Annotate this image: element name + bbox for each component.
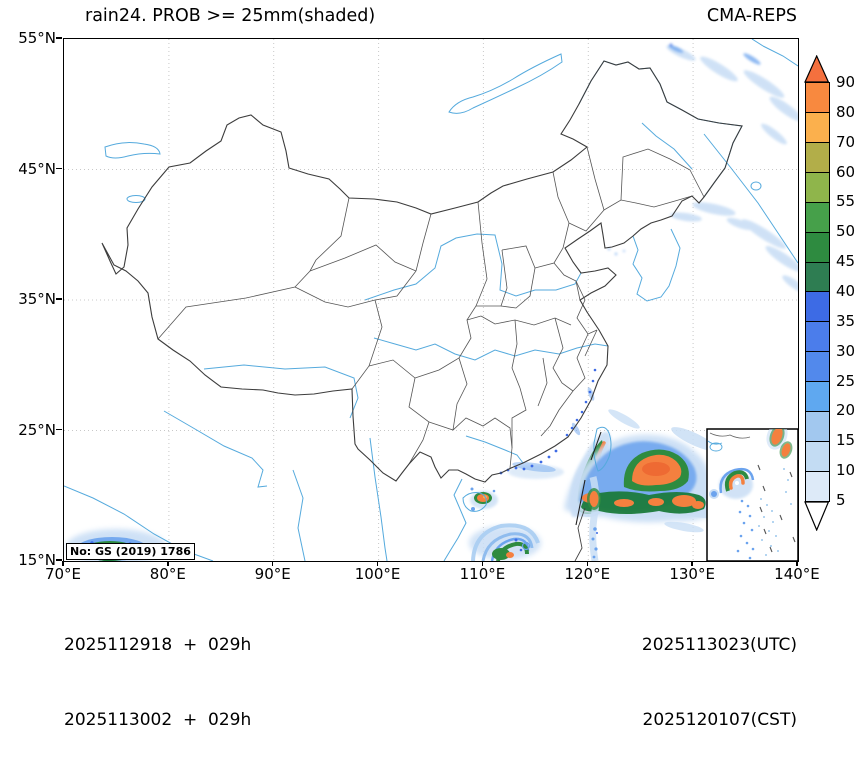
colorbar-level-label: 5 bbox=[836, 490, 846, 509]
y-tick-label: 15°N bbox=[18, 551, 56, 569]
colorbar-level-label: 80 bbox=[836, 102, 856, 121]
y-tick-label: 35°N bbox=[18, 290, 56, 308]
colorbar-level-label: 20 bbox=[836, 401, 856, 420]
license-badge: No: GS (2019) 1786 bbox=[66, 543, 195, 560]
colorbar-segment bbox=[806, 442, 829, 472]
x-tick-label: 80°E bbox=[149, 565, 186, 583]
init-time-line2: 2025113002 + 029h bbox=[64, 710, 252, 730]
x-tick-mark bbox=[376, 561, 379, 566]
colorbar-level-label: 90 bbox=[836, 73, 856, 91]
model-name-label: CMA-REPS bbox=[706, 6, 797, 26]
init-time-line1: 2025112918 + 029h bbox=[64, 635, 252, 655]
colorbar-segment bbox=[806, 142, 829, 173]
china-national-boundary bbox=[101, 60, 743, 483]
colorbar-segment bbox=[806, 471, 829, 501]
colorbar-level-label: 50 bbox=[836, 222, 856, 241]
south-china-sea-inset bbox=[706, 428, 798, 561]
x-tick-mark bbox=[167, 561, 169, 566]
colorbar-level-label: 60 bbox=[836, 162, 856, 181]
colorbar bbox=[805, 82, 830, 502]
x-tick-mark bbox=[796, 561, 798, 566]
colorbar-segment bbox=[806, 112, 829, 143]
colorbar-segment bbox=[806, 262, 829, 293]
y-tick-label: 55°N bbox=[18, 29, 56, 47]
colorbar-segment bbox=[806, 352, 829, 383]
graticule-gridlines bbox=[64, 39, 798, 561]
colorbar-segment bbox=[806, 172, 829, 203]
valid-time-cst: 2025120107(CST) bbox=[642, 710, 797, 730]
y-tick-label: 25°N bbox=[18, 420, 56, 439]
y-tick-mark bbox=[56, 167, 62, 170]
colorbar-over-arrow bbox=[804, 55, 830, 83]
map-plot-area bbox=[63, 38, 799, 562]
colorbar-segment bbox=[806, 412, 829, 443]
x-tick-label: 120°E bbox=[564, 565, 611, 583]
x-tick-label: 90°E bbox=[254, 565, 291, 583]
init-time-block: 2025112918 + 029h 2025113002 + 029h bbox=[64, 583, 251, 758]
precip-shading bbox=[66, 43, 798, 561]
x-tick-label: 130°E bbox=[669, 565, 715, 583]
y-tick-label: 45°N bbox=[18, 159, 56, 178]
colorbar-level-label: 40 bbox=[836, 281, 856, 300]
colorbar-segment bbox=[806, 232, 829, 263]
colorbar-segment bbox=[806, 83, 829, 113]
x-tick-label: 100°E bbox=[354, 565, 401, 583]
colorbar-segment bbox=[806, 382, 829, 413]
colorbar-segment bbox=[806, 202, 829, 233]
weather-map-figure: { "header": { "title": "rain24. PROB >= … bbox=[18, 6, 856, 730]
colorbar-level-label: 10 bbox=[836, 461, 856, 480]
x-tick-mark bbox=[62, 561, 64, 566]
colorbar-segment bbox=[806, 322, 829, 353]
y-tick-mark bbox=[56, 428, 62, 431]
x-tick-mark bbox=[481, 561, 484, 566]
plot-title: rain24. PROB >= 25mm(shaded) bbox=[85, 6, 376, 26]
province-boundaries bbox=[157, 146, 705, 469]
x-tick-mark bbox=[586, 561, 589, 566]
colorbar-level-label: 45 bbox=[836, 252, 856, 271]
x-tick-label: 110°E bbox=[459, 565, 506, 583]
x-tick-label: 70°E bbox=[44, 565, 82, 583]
x-tick-label: 140°E bbox=[774, 565, 820, 583]
colorbar-level-label: 70 bbox=[836, 132, 856, 151]
china-weather-map bbox=[64, 39, 798, 561]
front-lines bbox=[574, 431, 602, 561]
colorbar-segment bbox=[806, 292, 829, 323]
y-tick-mark bbox=[56, 298, 62, 300]
colorbar-under-arrow bbox=[804, 501, 830, 531]
y-tick-mark bbox=[56, 37, 62, 39]
colorbar-level-label: 30 bbox=[836, 341, 856, 360]
colorbar-level-label: 35 bbox=[836, 311, 856, 330]
colorbar-level-label: 25 bbox=[836, 371, 856, 390]
y-tick-mark bbox=[56, 559, 62, 561]
valid-time-utc: 2025113023(UTC) bbox=[641, 635, 797, 655]
colorbar-level-label: 55 bbox=[836, 192, 856, 211]
colorbar-level-label: 15 bbox=[836, 431, 856, 450]
x-tick-mark bbox=[271, 561, 274, 566]
valid-time-block: 2025113023(UTC) 2025120107(CST) bbox=[642, 583, 797, 758]
x-tick-mark bbox=[691, 561, 693, 566]
